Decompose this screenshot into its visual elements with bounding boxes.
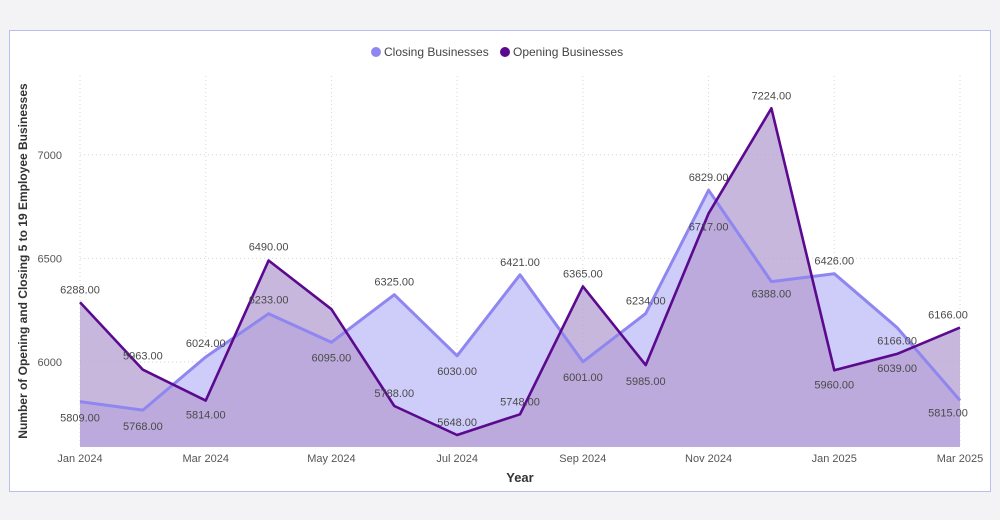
data-label: 5985.00 bbox=[626, 376, 666, 388]
x-tick-label: Nov 2024 bbox=[685, 453, 732, 465]
data-label-layer: 5809.00 5768.00 6024.00 6233.00 6095.00 6325.… bbox=[60, 90, 968, 433]
y-tick-label: 7000 bbox=[38, 150, 62, 162]
data-label: 5815.00 bbox=[928, 407, 968, 419]
data-label: 5768.00 bbox=[123, 421, 163, 433]
data-label: 7224.00 bbox=[752, 90, 792, 102]
area-chart: 5809.00 5768.00 6024.00 6233.00 6095.00 6325.… bbox=[16, 45, 984, 485]
legend-label-opening: Opening Businesses bbox=[513, 45, 623, 59]
data-label: 6095.00 bbox=[312, 352, 352, 364]
x-tick-label: Mar 2025 bbox=[937, 453, 983, 465]
data-label: 5648.00 bbox=[437, 417, 477, 429]
data-label: 6388.00 bbox=[752, 289, 792, 301]
legend-marker-opening bbox=[500, 47, 510, 57]
data-label: 6829.00 bbox=[689, 172, 729, 184]
axis-layer: 6000 6500 7000 Jan 2024 Mar 2024 May 2024 Jul … bbox=[38, 150, 984, 465]
x-tick-label: Jul 2024 bbox=[436, 453, 478, 465]
data-label: 6024.00 bbox=[186, 338, 226, 350]
x-tick-label: Jan 2024 bbox=[57, 453, 102, 465]
x-tick-label: Sep 2024 bbox=[559, 453, 606, 465]
legend[interactable]: Closing Businesses Opening Businesses bbox=[371, 45, 623, 59]
data-label: 5960.00 bbox=[814, 379, 854, 391]
data-label: 6030.00 bbox=[437, 366, 477, 378]
data-label: 6234.00 bbox=[626, 296, 666, 308]
data-label: 6717.00 bbox=[689, 221, 729, 233]
data-label: 5809.00 bbox=[60, 413, 100, 425]
data-label: 6001.00 bbox=[563, 372, 603, 384]
x-tick-label: Jan 2025 bbox=[812, 453, 857, 465]
legend-marker-closing bbox=[371, 47, 381, 57]
data-label: 6426.00 bbox=[814, 256, 854, 268]
data-label: 6233.00 bbox=[249, 295, 289, 307]
area-opening bbox=[80, 108, 960, 448]
data-label: 5788.00 bbox=[374, 388, 414, 400]
data-label: 5748.00 bbox=[500, 396, 540, 408]
data-label: 6421.00 bbox=[500, 257, 540, 269]
area-layer bbox=[80, 108, 960, 448]
line-opening bbox=[79, 107, 961, 437]
y-axis-title: Number of Opening and Closing 5 to 19 Em… bbox=[16, 83, 30, 439]
data-label: 6166.00 bbox=[877, 336, 917, 348]
line-layer bbox=[79, 107, 962, 437]
data-label: 5963.00 bbox=[123, 351, 163, 363]
data-label: 6039.00 bbox=[877, 363, 917, 375]
y-tick-label: 6500 bbox=[38, 253, 62, 265]
x-tick-label: May 2024 bbox=[307, 453, 355, 465]
data-label: 6325.00 bbox=[374, 277, 414, 289]
line-closing bbox=[79, 188, 962, 412]
x-axis-title: Year bbox=[506, 470, 533, 485]
data-label: 6490.00 bbox=[249, 241, 289, 253]
data-label: 5814.00 bbox=[186, 410, 226, 422]
legend-label-closing: Closing Businesses bbox=[384, 45, 489, 59]
data-label: 6166.00 bbox=[928, 310, 968, 322]
x-tick-label: Mar 2024 bbox=[182, 453, 228, 465]
data-label: 6288.00 bbox=[60, 284, 100, 296]
data-label: 6365.00 bbox=[563, 268, 603, 280]
y-tick-label: 6000 bbox=[38, 357, 62, 369]
chart-card: 5809.00 5768.00 6024.00 6233.00 6095.00 6325.… bbox=[9, 30, 991, 492]
